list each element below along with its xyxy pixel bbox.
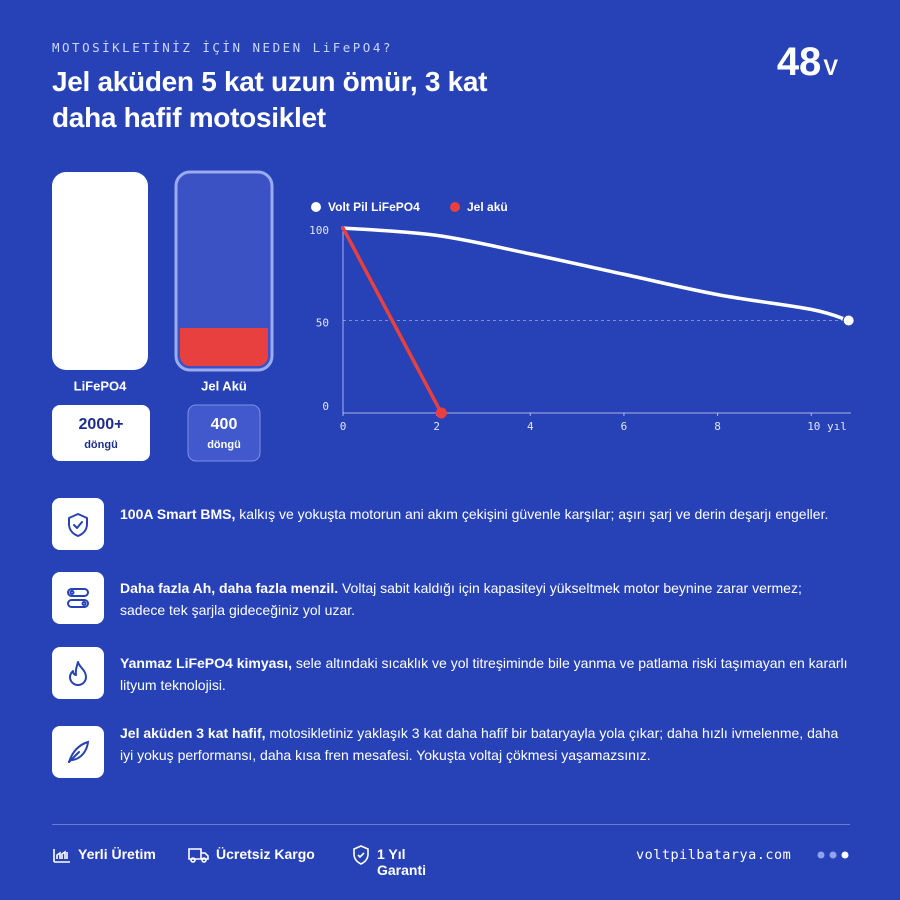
footer-item: 1 Yıl Garanti <box>377 846 427 878</box>
icon <box>52 498 104 550</box>
feature: Yanmaz LiFePO4 kimyası, sele altındaki s… <box>120 652 850 696</box>
cycles: 400 <box>211 416 238 433</box>
feature: 100A Smart BMS, kalkış ve yokuşta motoru… <box>120 503 850 525</box>
battery-fill <box>52 172 148 370</box>
x-tick-label: 2 <box>433 420 440 433</box>
icon <box>188 848 209 863</box>
battery-outline <box>174 170 274 372</box>
x-tick-label: 10 yıl <box>807 420 847 433</box>
footer-item: Yerli Üretim <box>78 846 156 862</box>
icon <box>52 572 104 624</box>
legend-marker <box>311 202 321 212</box>
title: daha hafif motosiklet <box>52 102 326 133</box>
voltage-unit: V <box>823 55 838 80</box>
feature-text: motosikletiniz yaklaşık 3 kat daha hafif… <box>120 725 839 763</box>
cycles-unit: döngü <box>84 439 118 451</box>
battery-fill <box>180 328 268 366</box>
end-point <box>842 314 855 327</box>
chart-area: LiFePO4 2000+ döngü Jel Akü 400 döngü 0 50 100 0 2… <box>52 170 855 462</box>
battery-label: LiFePO4 <box>74 378 128 393</box>
footer-item: Ücretsiz Kargo <box>216 846 315 862</box>
x-tick-label: 4 <box>527 420 534 433</box>
x-tick-label: 0 <box>340 420 347 433</box>
voltage: 48V <box>777 40 838 85</box>
feature-text: Voltaj sabit kaldığı için kapasiteyi yük… <box>120 580 802 618</box>
page-dots <box>817 851 849 859</box>
icon <box>52 647 104 699</box>
voltage-value: 48 <box>776 40 822 84</box>
legend-label: Volt Pil LiFePO4 <box>328 200 420 214</box>
feature-bold: Yanmaz LiFePO4 kimyası, <box>120 655 292 671</box>
icon <box>353 845 369 865</box>
legend-label: Jel akü <box>467 200 508 214</box>
feature: Daha fazla Ah, daha fazla menzil. Voltaj… <box>120 577 850 621</box>
feature-text: kalkış ve yokuşta motorun ani akım çekiş… <box>235 506 829 522</box>
feature-bold: 100A Smart BMS, <box>120 506 236 522</box>
x-tick-label: 8 <box>714 420 721 433</box>
icon <box>53 849 70 863</box>
y-tick-label: 50 <box>316 317 329 330</box>
x-tick-label: 6 <box>621 420 628 433</box>
battery-label: Jel Akü <box>201 378 247 393</box>
cycle-card <box>187 404 261 462</box>
series-line <box>341 226 444 415</box>
feature-bold: Jel aküden 3 kat hafif, <box>120 725 266 741</box>
y-tick-label: 100 <box>309 224 329 237</box>
feature-text: sele altındaki sıcaklık ve yol titreşimi… <box>120 655 848 693</box>
feature: Jel aküden 3 kat hafif, motosikletiniz y… <box>120 722 850 766</box>
kicker: MOTOSİKLETİNİZ İÇİN NEDEN LiFePO4? <box>52 40 393 55</box>
cycle-card <box>52 405 150 461</box>
divider <box>52 824 850 825</box>
end-point <box>435 407 447 419</box>
website: voltpilbatarya.com <box>636 847 792 863</box>
cycles-unit: döngü <box>207 439 241 451</box>
feature-bold: Daha fazla Ah, daha fazla menzil. <box>120 580 339 596</box>
series-line <box>341 226 851 323</box>
icon <box>52 726 104 778</box>
title: Jel aküden 5 kat uzun ömür, 3 kat <box>52 66 488 97</box>
y-tick-label: 0 <box>322 400 329 413</box>
cycles: 2000+ <box>79 416 124 433</box>
legend-marker <box>450 202 460 212</box>
